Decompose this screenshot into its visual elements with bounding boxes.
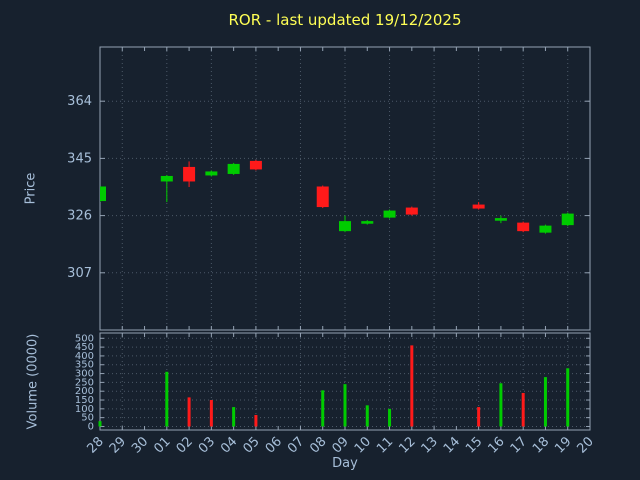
candle-body [494,218,507,221]
candle-day-16 [494,215,507,224]
candle-day-15 [472,202,485,210]
candle-day-05 [249,159,262,171]
x-tick-label: 09 [330,434,352,456]
candle-body [339,221,351,232]
x-tick-label: 18 [530,434,552,456]
volume-tick-label: 50 [81,413,94,424]
x-tick-label: 05 [240,434,262,456]
price-tick-label: 307 [67,266,92,281]
candle-day-09 [339,215,351,233]
candle-day-18 [539,224,552,234]
x-tick-label: 15 [463,434,485,456]
price-tick-label: 345 [67,151,92,166]
candle-day-08 [316,185,329,209]
candle-body [539,225,552,233]
candle-day-10 [361,220,374,225]
x-tick-label: 30 [129,434,151,456]
x-tick-label: 07 [285,434,307,456]
candle-body [205,171,218,176]
x-tick-label: 17 [508,434,530,456]
x-tick-label: 13 [419,434,441,456]
x-tick-label: 08 [307,434,329,456]
candle-body [249,160,262,170]
candle-body [316,186,329,208]
candle-day-02 [183,161,196,187]
volume-tick-label: 500 [75,333,94,344]
candle-day-19 [561,212,574,227]
x-tick-label: 14 [441,434,463,456]
x-tick-label: 04 [218,434,240,456]
x-tick-label: 01 [151,434,173,456]
candle-day-01 [160,174,173,203]
x-tick-label: 19 [552,434,574,456]
candle-body [472,204,485,209]
candle-day-12 [405,206,418,216]
volume-tick-label: 100 [75,404,94,415]
x-tick-label: 03 [196,434,218,456]
volume-tick-label: 250 [75,377,94,388]
candle-body [405,207,418,215]
x-tick-label: 11 [374,434,396,456]
volume-tick-label: 400 [75,351,94,362]
x-tick-label: 20 [575,434,597,456]
candle-body [183,166,196,182]
x-tick-label: 12 [396,434,418,456]
x-tick-label: 28 [85,434,107,456]
price-tick-label: 364 [67,94,92,109]
candles-layer [100,159,574,234]
candle-body [383,210,396,218]
price-tick-label: 326 [67,209,92,224]
candle-body [227,163,240,174]
candle-day-17 [517,221,530,233]
candle-body [561,213,574,226]
x-tick-label: 29 [107,434,129,456]
candle-body [361,221,374,224]
x-tick-label: 16 [485,434,507,456]
volume-tick-label: 300 [75,369,94,380]
candle-day-28 [100,186,106,203]
candle-body [100,186,106,202]
candle-day-03 [205,170,218,177]
x-tick-label: 10 [352,434,374,456]
candle-body [160,175,173,182]
volume-tick-label: 350 [75,360,94,371]
volume-tick-label: 200 [75,386,94,397]
chart-title: ROR - last updated 19/12/2025 [228,11,462,29]
candle-day-11 [383,209,396,219]
volume-tick-label: 150 [75,395,94,406]
candle-body [517,222,530,232]
candle-day-04 [227,162,240,175]
volume-tick-label: 0 [88,421,94,432]
x-axis-label: Day [332,456,358,471]
volume-tick-label: 450 [75,342,94,353]
x-tick-label: 02 [174,434,196,456]
x-tick-label: 06 [263,434,285,456]
